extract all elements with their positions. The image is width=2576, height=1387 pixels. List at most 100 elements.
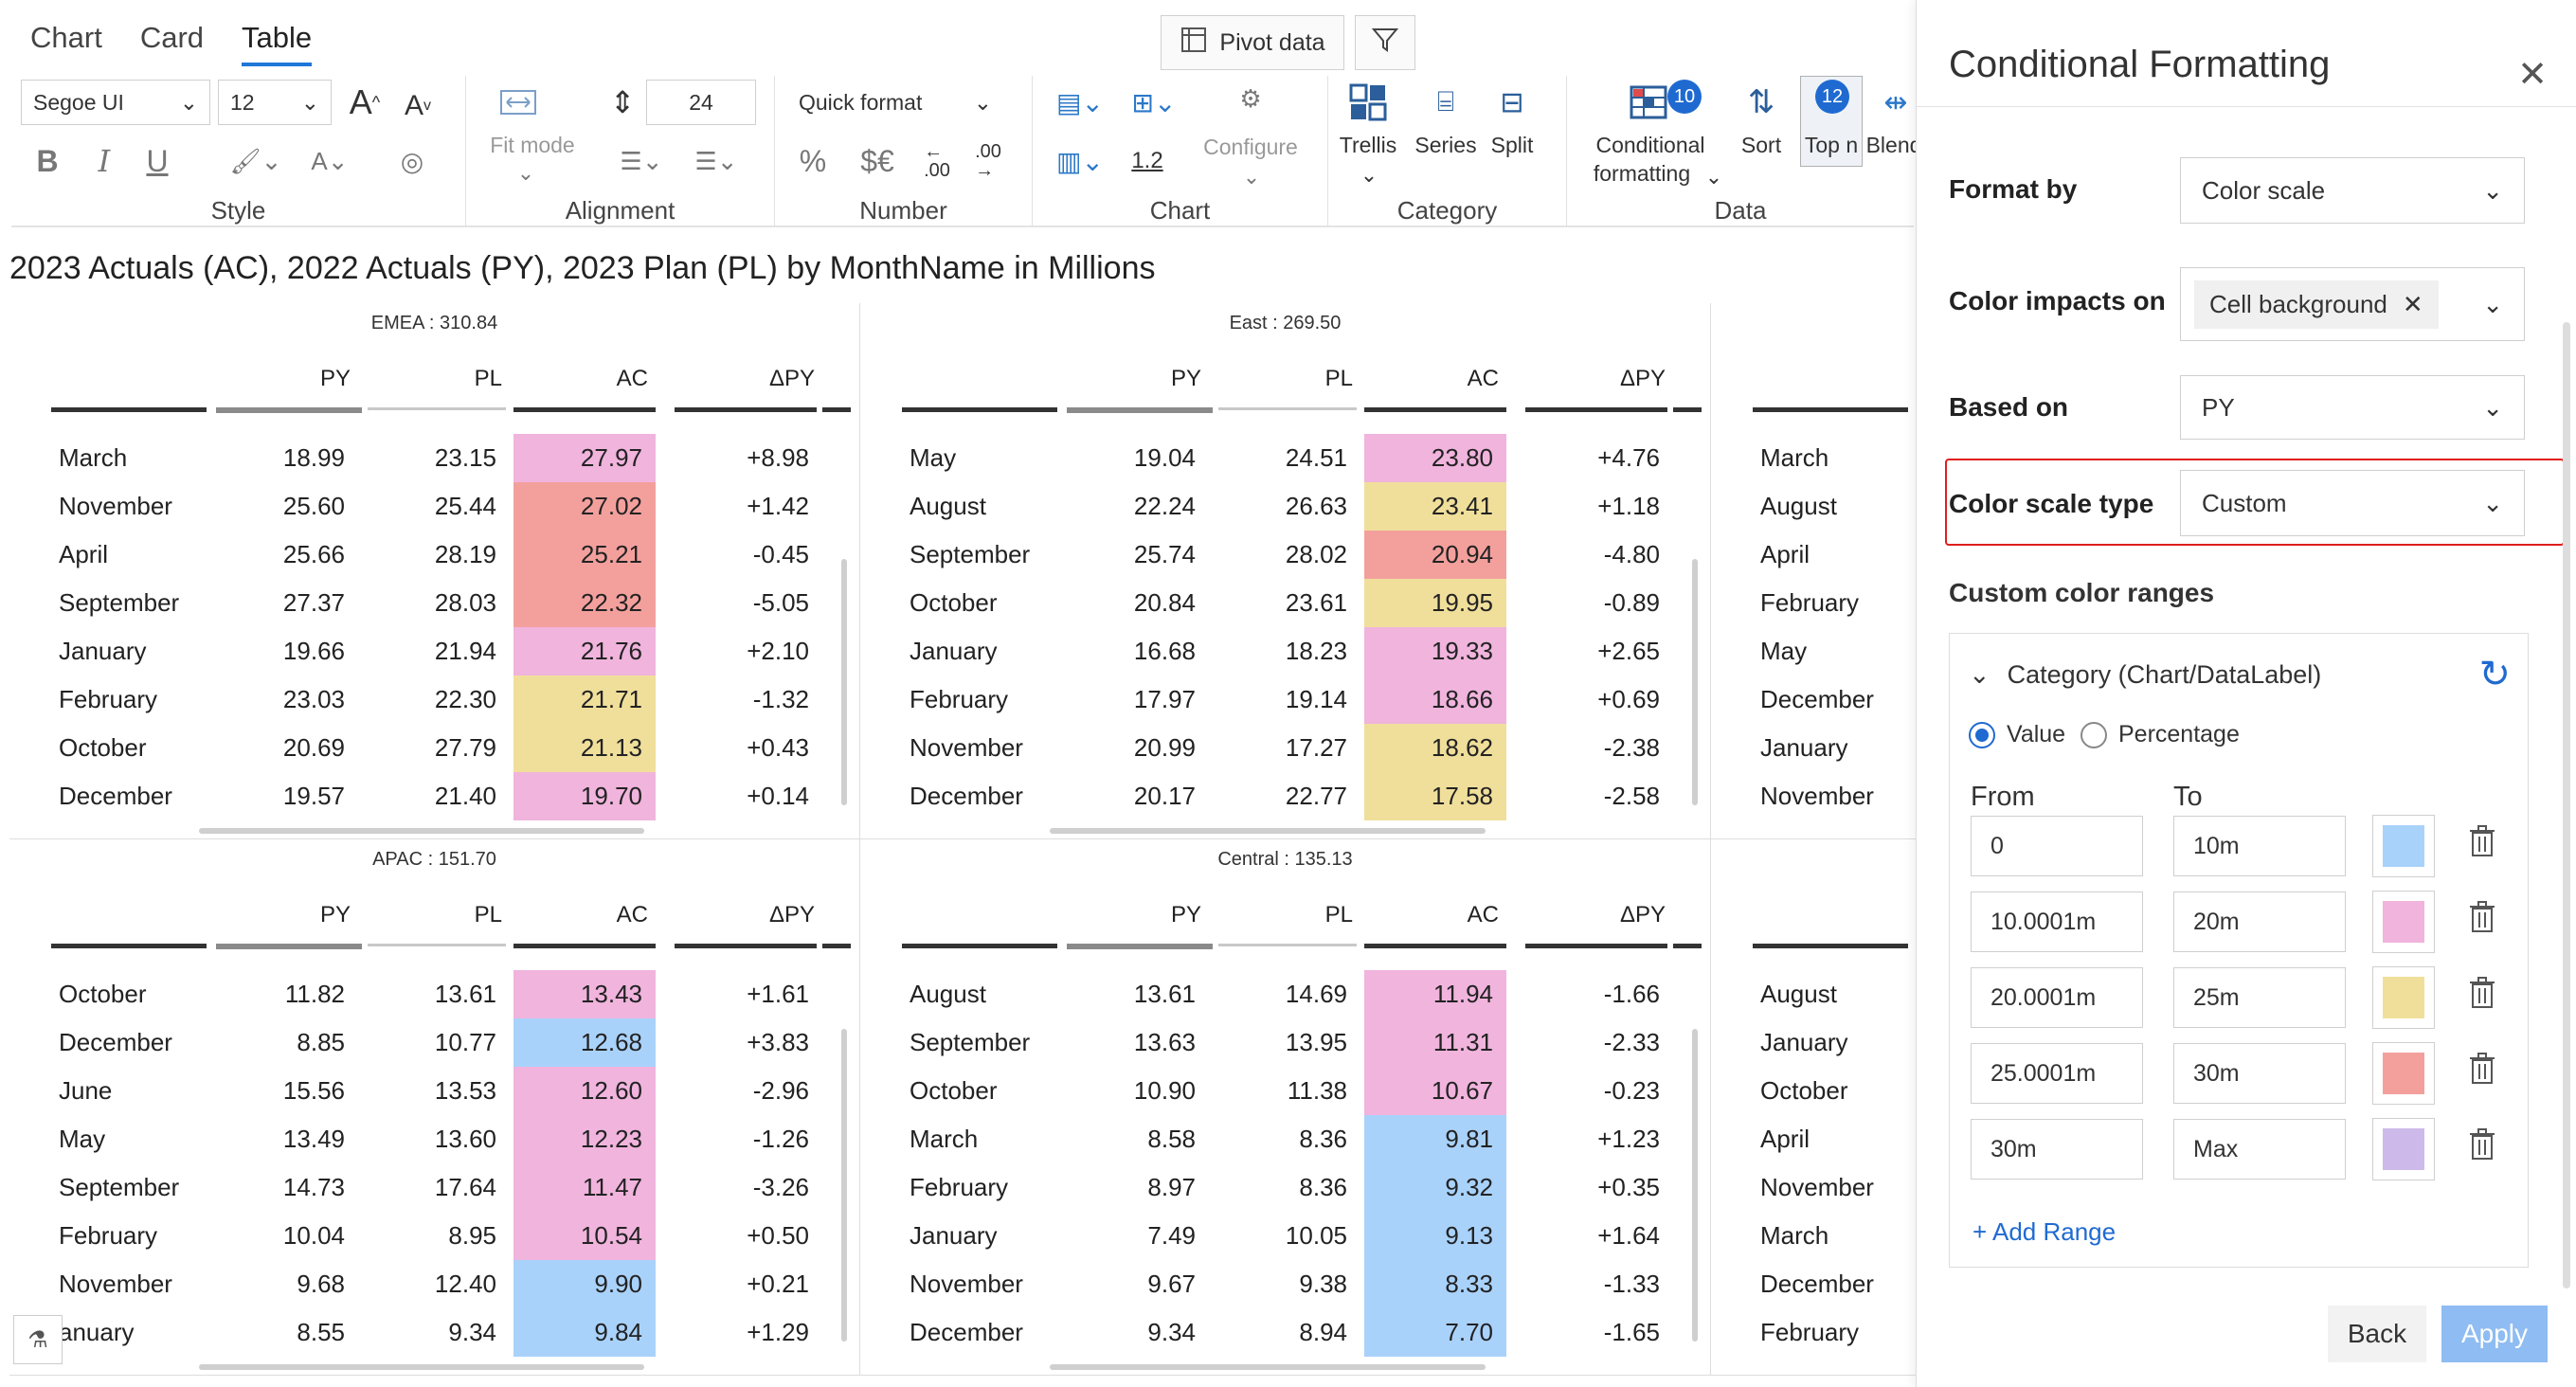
table-row[interactable]: January 19.66 21.94 21.76 +2.10	[9, 627, 859, 675]
ac-header[interactable]: AC	[616, 366, 648, 391]
series-label[interactable]: Series	[1414, 133, 1477, 157]
table-row[interactable]: February 23.03 22.30 21.71 -1.32	[9, 675, 859, 724]
pl-header[interactable]: PL	[474, 366, 502, 391]
table-row[interactable]: November	[1711, 1163, 1916, 1212]
horizontal-scrollbar[interactable]	[1050, 828, 1486, 834]
font-family-select[interactable]: Segoe UI ⌄	[21, 80, 210, 125]
color-swatch-button[interactable]	[2372, 815, 2435, 877]
trash-icon[interactable]	[2469, 1053, 2495, 1093]
vertical-scrollbar[interactable]	[1692, 559, 1698, 805]
table-row[interactable]: February	[1711, 579, 1916, 627]
color-swatch-button[interactable]	[2372, 1118, 2435, 1180]
pivot-data-button[interactable]: Pivot data	[1161, 15, 1344, 70]
quick-format-select[interactable]: Quick format ⌄	[786, 80, 1004, 125]
range-from-input[interactable]: 10.0001m	[1971, 892, 2143, 952]
series-icon[interactable]: ⌸	[1437, 86, 1454, 117]
radio-value[interactable]: Value	[1969, 721, 2065, 748]
radio-percentage[interactable]: Percentage	[2081, 721, 2240, 748]
align-center-icon[interactable]: ☰⌄	[694, 146, 738, 175]
apply-button[interactable]: Apply	[2441, 1306, 2548, 1362]
table-row[interactable]: September 14.73 17.64 11.47 -3.26	[9, 1163, 859, 1212]
table-row[interactable]: November	[1711, 772, 1916, 820]
range-to-input[interactable]: 10m	[2173, 816, 2346, 876]
layout-grid-icon[interactable]: ⊞⌄	[1131, 87, 1177, 117]
decrease-decimal-icon[interactable]: ← .00	[924, 141, 950, 181]
horizontal-scrollbar[interactable]	[1050, 1364, 1486, 1370]
table-row[interactable]: March 8.58 8.36 9.81 +1.23	[860, 1115, 1710, 1163]
table-row[interactable]: August 13.61 14.69 11.94 -1.66	[860, 970, 1710, 1018]
fill-color-icon[interactable]: 🖌⌄	[229, 146, 282, 175]
pl-header[interactable]: PL	[1324, 902, 1353, 928]
remove-chip-icon[interactable]: ✕	[2402, 289, 2423, 318]
trash-icon[interactable]	[2469, 977, 2495, 1018]
tab-card[interactable]: Card	[139, 21, 205, 54]
conditional-formatting-icon[interactable]	[1620, 80, 1677, 125]
bottom-tool-button[interactable]: ⚗	[13, 1315, 63, 1364]
currency-icon[interactable]: $€	[860, 143, 894, 178]
table-row[interactable]: June 15.56 13.53 12.60 -2.96	[9, 1067, 859, 1115]
table-row[interactable]: November 9.67 9.38 8.33 -1.33	[860, 1260, 1710, 1308]
table-row[interactable]: October	[1711, 1067, 1916, 1115]
table-row[interactable]: September 13.63 13.95 11.31 -2.33	[860, 1018, 1710, 1067]
pl-header[interactable]: PL	[1324, 366, 1353, 391]
category-header[interactable]: ⌄ Category (Chart/DataLabel)	[1969, 660, 2321, 690]
table-row[interactable]: August 22.24 26.63 23.41 +1.18	[860, 482, 1710, 531]
cf-label-line2[interactable]: formatting	[1593, 161, 1691, 186]
pl-header[interactable]: PL	[474, 902, 502, 928]
column-layout-icon[interactable]: ▥⌄	[1056, 146, 1104, 176]
align-left-icon[interactable]: ☰⌄	[620, 146, 663, 175]
table-row[interactable]: April	[1711, 1115, 1916, 1163]
table-row[interactable]: January	[1711, 724, 1916, 772]
py-header[interactable]: PY	[319, 902, 351, 928]
trellis-label[interactable]: Trellis	[1339, 133, 1397, 157]
table-row[interactable]: December 8.85 10.77 12.68 +3.83	[9, 1018, 859, 1067]
close-icon[interactable]: ✕	[2517, 55, 2548, 95]
color-swatch-button[interactable]	[2372, 891, 2435, 953]
range-from-input[interactable]: 20.0001m	[1971, 967, 2143, 1028]
range-to-input[interactable]: 25m	[2173, 967, 2346, 1028]
based-on-select[interactable]: PY ⌄	[2180, 375, 2525, 440]
font-size-select[interactable]: 12 ⌄	[218, 80, 332, 125]
trash-icon[interactable]	[2469, 1128, 2495, 1169]
italic-icon[interactable]: I	[98, 143, 111, 179]
table-row[interactable]: December 19.57 21.40 19.70 +0.14	[9, 772, 859, 820]
color-impacts-select[interactable]: Cell background ✕ ⌄	[2180, 267, 2525, 341]
table-row[interactable]: February 10.04 8.95 10.54 +0.50	[9, 1212, 859, 1260]
table-row[interactable]: December	[1711, 675, 1916, 724]
table-row[interactable]: January	[1711, 1018, 1916, 1067]
color-scale-type-select[interactable]: Custom ⌄	[2180, 470, 2525, 536]
add-range-button[interactable]: + Add Range	[1973, 1217, 2117, 1246]
fit-mode-label[interactable]: Fit mode	[490, 133, 575, 157]
range-to-input[interactable]: Max	[2173, 1119, 2346, 1180]
trash-icon[interactable]	[2469, 901, 2495, 942]
table-row[interactable]: December 9.34 8.94 7.70 -1.65	[860, 1308, 1710, 1357]
reset-icon[interactable]: ↻	[2478, 654, 2511, 695]
dpy-header[interactable]: ΔPY	[768, 902, 815, 928]
increase-font-icon[interactable]: A ^	[349, 82, 381, 121]
table-row[interactable]: March 18.99 23.15 27.97 +8.98	[9, 434, 859, 482]
table-row[interactable]: January 16.68 18.23 19.33 +2.65	[860, 627, 1710, 675]
table-row[interactable]: October 20.69 27.79 21.13 +0.43	[9, 724, 859, 772]
cf-label-line1[interactable]: Conditional	[1595, 133, 1705, 157]
range-to-input[interactable]: 30m	[2173, 1043, 2346, 1104]
vertical-scrollbar[interactable]	[841, 1029, 847, 1342]
ac-header[interactable]: AC	[1467, 902, 1499, 928]
hide-icon[interactable]: ◎	[400, 146, 424, 176]
range-from-input[interactable]: 25.0001m	[1971, 1043, 2143, 1104]
sort-label[interactable]: Sort	[1740, 133, 1782, 157]
table-row[interactable]: May 13.49 13.60 12.23 -1.26	[9, 1115, 859, 1163]
tab-chart[interactable]: Chart	[30, 21, 102, 54]
underline-icon[interactable]: U	[146, 143, 169, 178]
table-row[interactable]: February	[1711, 1308, 1916, 1357]
dpy-header[interactable]: ΔPY	[1619, 366, 1666, 391]
table-row[interactable]: December	[1711, 1260, 1916, 1308]
table-row[interactable]: October 10.90 11.38 10.67 -0.23	[860, 1067, 1710, 1115]
table-row[interactable]: November 9.68 12.40 9.90 +0.21	[9, 1260, 859, 1308]
table-row[interactable]: May	[1711, 627, 1916, 675]
fit-mode-icon[interactable]	[485, 80, 551, 125]
decimal-label[interactable]: 1.2	[1131, 148, 1163, 173]
horizontal-scrollbar[interactable]	[199, 1364, 644, 1370]
color-swatch-button[interactable]	[2372, 966, 2435, 1029]
dpy-header[interactable]: ΔPY	[1619, 902, 1666, 928]
sort-icon[interactable]: ⇅	[1747, 84, 1775, 120]
